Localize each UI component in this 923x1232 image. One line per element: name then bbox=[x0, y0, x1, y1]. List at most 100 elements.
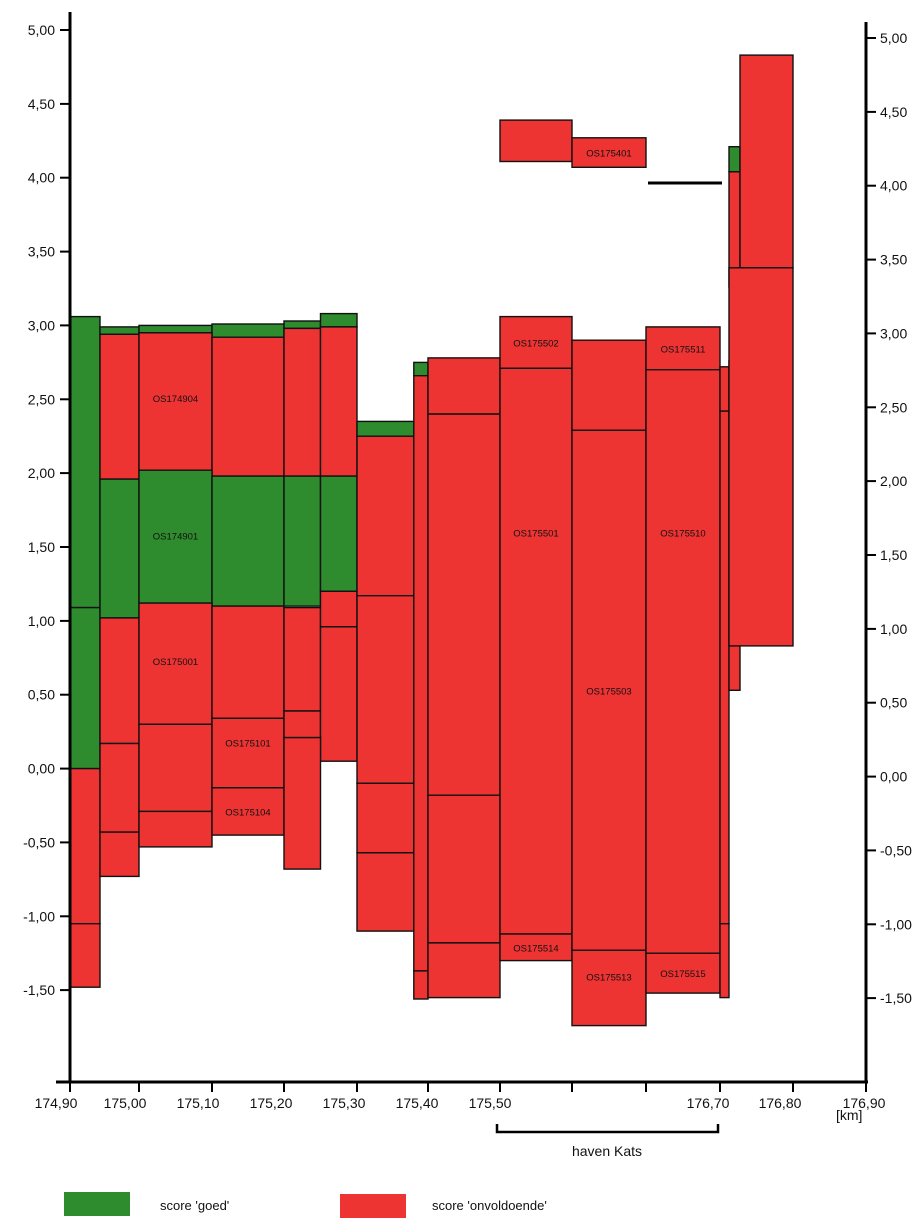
bar-segment-33 bbox=[356, 420, 415, 437]
segment-label-OS175501: OS175501 bbox=[513, 529, 558, 540]
bar-segment-35 bbox=[356, 595, 415, 785]
legend-swatch-onvoldoende bbox=[340, 1194, 406, 1218]
bar-segment-8 bbox=[319, 312, 358, 328]
right-tick-label: 0,50 bbox=[880, 695, 907, 711]
bar-segment-1 bbox=[69, 606, 101, 770]
bar-segment-13 bbox=[319, 326, 358, 477]
segment-label-OS175511: OS175511 bbox=[661, 344, 706, 355]
bar-segment-4 bbox=[99, 326, 140, 335]
bar-segment-37 bbox=[356, 852, 415, 932]
bar-segment-3 bbox=[69, 923, 101, 988]
right-tick-label: 4,50 bbox=[880, 104, 907, 120]
left-tick-label: 2,50 bbox=[28, 391, 55, 407]
bar-segment-23 bbox=[319, 590, 358, 628]
right-tick-label: 0,00 bbox=[880, 769, 907, 785]
bar-segment-7 bbox=[283, 320, 322, 330]
bar-segment-14 bbox=[99, 478, 140, 619]
haven-kats-bracket bbox=[495, 1124, 720, 1134]
bar-segment-18 bbox=[319, 475, 358, 593]
left-tick-label: 4,00 bbox=[28, 170, 55, 186]
bar-segment-62 bbox=[728, 267, 794, 647]
bar-segment-12 bbox=[283, 327, 322, 477]
left-tick-label: 4,50 bbox=[28, 96, 55, 112]
x-tick-label: 175,00 bbox=[104, 1095, 147, 1111]
bar-segment-17 bbox=[283, 475, 322, 607]
segment-label-OS175104: OS175104 bbox=[225, 807, 270, 818]
bar-segment-31 bbox=[211, 787, 285, 836]
x-tick-label: 175,10 bbox=[177, 1095, 220, 1111]
left-tick-label: 0,50 bbox=[28, 687, 55, 703]
bar-segment-51 bbox=[645, 326, 721, 371]
left-tick-label: 3,00 bbox=[28, 317, 55, 333]
legend: score 'goed' score 'onvoldoende' bbox=[64, 1192, 547, 1218]
bar-segment-29 bbox=[99, 831, 140, 878]
bar-segment-40 bbox=[413, 970, 429, 1000]
bar-segment-44 bbox=[427, 942, 501, 999]
bar-segment-64 bbox=[571, 137, 647, 169]
bar-segment-9 bbox=[99, 333, 140, 480]
bar-segment-43 bbox=[427, 794, 501, 944]
segment-label-OS175510: OS175510 bbox=[660, 529, 705, 540]
right-tick-label: 4,00 bbox=[880, 178, 907, 194]
bar-segment-39 bbox=[413, 375, 429, 972]
segment-label-OS174901: OS174901 bbox=[153, 532, 198, 543]
haven-kats-annotation: haven Kats bbox=[495, 1124, 720, 1159]
left-tick-label: 1,50 bbox=[28, 539, 55, 555]
bars-layer bbox=[69, 54, 794, 1027]
x-tick-layer: 174,90 175,00 175,10 175,20 175,30 175,40 175,… bbox=[35, 1082, 886, 1111]
legend-label-goed: score 'goed' bbox=[160, 1198, 229, 1213]
bar-segment-24 bbox=[99, 742, 140, 833]
left-tick-label: 5,00 bbox=[28, 22, 55, 38]
bar-segment-36 bbox=[356, 782, 415, 854]
bar-segment-34 bbox=[356, 435, 415, 597]
bar-segment-32 bbox=[283, 736, 322, 870]
segment-label-OS175101: OS175101 bbox=[225, 739, 270, 750]
right-tick-layer: 5,00 4,50 4,00 3,50 3,00 2,50 2,00 1,50 1,00 0,50… bbox=[866, 30, 912, 1006]
segment-label-OS175503: OS175503 bbox=[586, 687, 631, 698]
bar-segment-45 bbox=[499, 315, 573, 370]
bar-segment-54 bbox=[719, 366, 730, 412]
left-tick-label: -0,50 bbox=[23, 834, 55, 850]
bar-segment-30 bbox=[138, 810, 213, 848]
bar-segment-27 bbox=[283, 710, 322, 739]
left-tick-label: 3,50 bbox=[28, 244, 55, 260]
bar-segment-19 bbox=[99, 617, 140, 745]
segment-label-OS175502: OS175502 bbox=[513, 338, 558, 349]
bar-segment-38 bbox=[413, 361, 429, 377]
segment-label-OS175514: OS175514 bbox=[513, 943, 558, 954]
bar-segment-11 bbox=[211, 336, 285, 477]
bar-segment-52 bbox=[645, 369, 721, 954]
x-tick-label: 176,80 bbox=[759, 1095, 802, 1111]
bar-segment-49 bbox=[571, 429, 647, 951]
bar-segment-42 bbox=[427, 413, 501, 796]
bar-segment-48 bbox=[571, 339, 647, 432]
left-tick-label: 2,00 bbox=[28, 465, 55, 481]
bar-segment-61 bbox=[739, 54, 794, 269]
right-tick-label: 1,00 bbox=[880, 621, 907, 637]
legend-swatch-goed bbox=[64, 1192, 130, 1216]
bar-segment-46 bbox=[499, 367, 573, 935]
bar-segment-53 bbox=[645, 952, 721, 994]
right-tick-label: -1,50 bbox=[880, 990, 912, 1006]
bar-segment-26 bbox=[211, 717, 285, 789]
legend-label-onvoldoende: score 'onvoldoende' bbox=[432, 1198, 547, 1213]
x-tick-label: 175,30 bbox=[323, 1095, 366, 1111]
bar-segment-16 bbox=[211, 475, 285, 607]
bar-segment-20 bbox=[138, 602, 213, 725]
segment-labels-layer: OS174904 OS174901 OS175001 OS175101 OS175104… bbox=[153, 149, 706, 984]
bar-segment-5 bbox=[138, 324, 213, 334]
segment-label-OS175401: OS175401 bbox=[586, 149, 631, 160]
right-tick-label: -0,50 bbox=[880, 842, 912, 858]
segment-label-OS175513: OS175513 bbox=[586, 973, 631, 984]
bar-segment-50 bbox=[571, 949, 647, 1027]
right-tick-label: 1,50 bbox=[880, 547, 907, 563]
left-tick-label: 0,00 bbox=[28, 761, 55, 777]
left-tick-label: 1,00 bbox=[28, 613, 55, 629]
x-tick-label: 175,20 bbox=[250, 1095, 293, 1111]
right-tick-label: 3,00 bbox=[880, 325, 907, 341]
right-tick-label: 2,00 bbox=[880, 473, 907, 489]
left-tick-label: -1,50 bbox=[23, 982, 55, 998]
left-tick-label: -1,00 bbox=[23, 908, 55, 924]
